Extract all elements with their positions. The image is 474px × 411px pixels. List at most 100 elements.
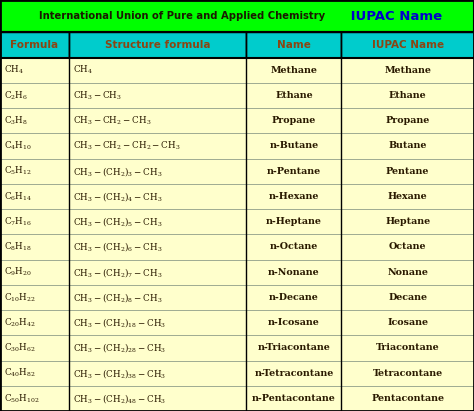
Text: $\mathregular{C_9H_{20}}$: $\mathregular{C_9H_{20}}$ (4, 266, 32, 278)
Text: Formula: Formula (10, 40, 58, 50)
Text: $\mathregular{C_4H_{10}}$: $\mathregular{C_4H_{10}}$ (4, 140, 32, 152)
Text: $\mathregular{C_{30}H_{62}}$: $\mathregular{C_{30}H_{62}}$ (4, 342, 36, 354)
Bar (69, 209, 246, 234)
Bar (341, 108, 474, 133)
Bar (341, 133, 474, 159)
Text: n-Pentane: n-Pentane (267, 166, 321, 175)
Bar (246, 83, 341, 108)
Text: n-Pentacontane: n-Pentacontane (252, 394, 336, 403)
Bar (246, 159, 341, 184)
Bar (0, 335, 69, 360)
Text: $\mathregular{C_{40}H_{82}}$: $\mathregular{C_{40}H_{82}}$ (4, 367, 36, 379)
Text: $\mathregular{CH_3-(CH_2)_{18}-CH_3}$: $\mathregular{CH_3-(CH_2)_{18}-CH_3}$ (73, 316, 167, 329)
Text: $\mathregular{C_{50}H_{102}}$: $\mathregular{C_{50}H_{102}}$ (4, 392, 39, 404)
Bar (341, 360, 474, 386)
Bar (341, 335, 474, 360)
Text: Heptane: Heptane (385, 217, 430, 226)
Bar (0, 285, 69, 310)
Bar (0, 234, 69, 259)
Text: Ethane: Ethane (389, 91, 427, 100)
Bar (0, 184, 69, 209)
Text: $\mathregular{CH_3-(CH_2)_7-CH_3}$: $\mathregular{CH_3-(CH_2)_7-CH_3}$ (73, 266, 163, 279)
Bar (341, 386, 474, 411)
Text: n-Hexane: n-Hexane (269, 192, 319, 201)
Text: $\mathregular{CH_3-(CH_2)_{38}-CH_3}$: $\mathregular{CH_3-(CH_2)_{38}-CH_3}$ (73, 367, 167, 380)
Bar (0, 83, 69, 108)
Bar (0, 360, 69, 386)
Bar (69, 360, 246, 386)
Text: $\mathregular{CH_4}$: $\mathregular{CH_4}$ (4, 64, 24, 76)
Text: $\mathregular{C_3H_8}$: $\mathregular{C_3H_8}$ (4, 114, 28, 127)
Text: Pentane: Pentane (386, 166, 429, 175)
Text: Triacontane: Triacontane (376, 343, 439, 352)
Bar (246, 360, 341, 386)
Text: $\mathregular{C_8H_{18}}$: $\mathregular{C_8H_{18}}$ (4, 241, 32, 253)
Text: $\mathregular{CH_3-(CH_2)_{48}-CH_3}$: $\mathregular{CH_3-(CH_2)_{48}-CH_3}$ (73, 392, 167, 405)
Bar (246, 184, 341, 209)
Text: Nonane: Nonane (387, 268, 428, 277)
Text: Icosane: Icosane (387, 318, 428, 327)
Text: $\mathregular{C_{10}H_{22}}$: $\mathregular{C_{10}H_{22}}$ (4, 291, 36, 304)
Bar (0, 58, 69, 83)
Bar (0, 133, 69, 159)
Bar (341, 184, 474, 209)
Bar (246, 335, 341, 360)
Text: $\mathregular{CH_3-(CH_2)_{28}-CH_3}$: $\mathregular{CH_3-(CH_2)_{28}-CH_3}$ (73, 342, 167, 354)
Text: Methane: Methane (384, 66, 431, 75)
Text: $\mathregular{CH_3-(CH_2)_3-CH_3}$: $\mathregular{CH_3-(CH_2)_3-CH_3}$ (73, 165, 163, 178)
Bar (341, 259, 474, 285)
Text: $\mathregular{CH_3-(CH_2)_4-CH_3}$: $\mathregular{CH_3-(CH_2)_4-CH_3}$ (73, 190, 163, 203)
Bar (69, 108, 246, 133)
Bar (69, 259, 246, 285)
Text: Ethane: Ethane (275, 91, 313, 100)
Bar (341, 310, 474, 335)
Text: n-Octane: n-Octane (270, 242, 318, 252)
Text: Name: Name (277, 40, 311, 50)
Bar (0, 310, 69, 335)
Bar (0, 259, 69, 285)
Text: $\mathregular{C_5H_{12}}$: $\mathregular{C_5H_{12}}$ (4, 165, 32, 178)
Text: Octane: Octane (389, 242, 427, 252)
Bar (246, 209, 341, 234)
Text: Methane: Methane (271, 66, 317, 75)
Text: Butane: Butane (389, 141, 427, 150)
Text: Structure formula: Structure formula (105, 40, 210, 50)
Text: n-Heptane: n-Heptane (266, 217, 322, 226)
Bar (69, 234, 246, 259)
Text: $\mathregular{CH_3-(CH_2)_5-CH_3}$: $\mathregular{CH_3-(CH_2)_5-CH_3}$ (73, 215, 163, 228)
Text: $\mathregular{CH_3-CH_2-CH_3}$: $\mathregular{CH_3-CH_2-CH_3}$ (73, 114, 152, 127)
Bar (0, 386, 69, 411)
Text: n-Nonane: n-Nonane (268, 268, 319, 277)
Text: Propane: Propane (385, 116, 430, 125)
Bar (69, 32, 246, 58)
Text: n-Butane: n-Butane (269, 141, 319, 150)
Text: n-Icosane: n-Icosane (268, 318, 320, 327)
Bar (246, 310, 341, 335)
Bar (341, 234, 474, 259)
Text: n-Decane: n-Decane (269, 293, 319, 302)
Bar (69, 83, 246, 108)
Bar (341, 285, 474, 310)
Bar (246, 285, 341, 310)
Bar (246, 133, 341, 159)
Text: Hexane: Hexane (388, 192, 428, 201)
Bar (341, 32, 474, 58)
Bar (341, 83, 474, 108)
Bar (341, 58, 474, 83)
Text: $\mathregular{CH_3-CH_3}$: $\mathregular{CH_3-CH_3}$ (73, 89, 123, 102)
Bar (69, 335, 246, 360)
Bar (0, 159, 69, 184)
Bar (69, 133, 246, 159)
Text: Pentacontane: Pentacontane (371, 394, 444, 403)
Bar (246, 259, 341, 285)
Text: $\mathregular{C_2H_6}$: $\mathregular{C_2H_6}$ (4, 89, 28, 102)
Text: $\mathregular{C_6H_{14}}$: $\mathregular{C_6H_{14}}$ (4, 190, 32, 203)
Bar (69, 285, 246, 310)
Bar (246, 386, 341, 411)
Text: Tetracontane: Tetracontane (373, 369, 443, 378)
Text: $\mathregular{CH_4}$: $\mathregular{CH_4}$ (73, 64, 93, 76)
Text: $\mathregular{CH_3-CH_2-CH_2-CH_3}$: $\mathregular{CH_3-CH_2-CH_2-CH_3}$ (73, 140, 181, 152)
Bar (246, 32, 341, 58)
Bar (69, 310, 246, 335)
Text: $\mathregular{CH_3-(CH_2)_8-CH_3}$: $\mathregular{CH_3-(CH_2)_8-CH_3}$ (73, 291, 163, 304)
